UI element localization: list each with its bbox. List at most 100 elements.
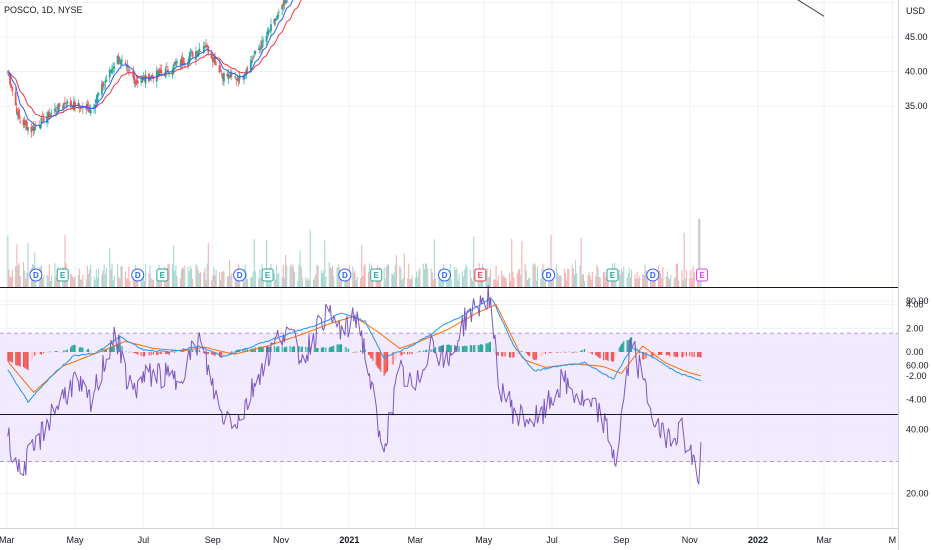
volume-bar [206, 263, 208, 287]
dividend-marker[interactable] [29, 268, 43, 282]
candle-body [18, 109, 20, 120]
volume-bar [213, 267, 215, 287]
candle-body [57, 103, 60, 111]
candle-body [109, 71, 112, 72]
candle-body [24, 120, 27, 125]
candle-body [77, 102, 80, 106]
candle-body [121, 60, 123, 62]
macd-histogram-bar [299, 347, 301, 352]
volume-bar [203, 272, 205, 287]
macd-histogram-bar [377, 352, 380, 369]
price-axis[interactable]: 35.0040.0045.0095.0060.584.002.000.00-2.… [899, 0, 932, 550]
dividend-marker[interactable] [646, 268, 660, 282]
volume-bar [661, 278, 663, 287]
macd-histogram-bar [56, 351, 58, 352]
macd-histogram-bar [166, 352, 168, 355]
volume-bar [174, 270, 176, 287]
volume-bar [230, 276, 232, 287]
earnings-marker[interactable] [261, 268, 274, 282]
macd-histogram-bar [555, 352, 558, 353]
macd-histogram-bar [504, 352, 506, 357]
macd-histogram-bar [356, 352, 358, 353]
volume-bar [51, 275, 53, 287]
time-tick-label: Sep [205, 535, 221, 545]
macd-histogram-bar [7, 352, 9, 362]
volume-bar [534, 264, 536, 287]
macd-histogram-bar [46, 352, 48, 354]
volume-bar [214, 275, 216, 287]
dividend-marker[interactable] [338, 268, 352, 282]
time-axis[interactable]: Mar May Jul Sep Nov 2021 Mar May Jul Sep Nov 2022 Ma… [0, 535, 896, 545]
volume-bar [187, 266, 189, 287]
earnings-marker[interactable] [370, 268, 383, 282]
macd-histogram-bar [345, 346, 347, 352]
dividend-marker[interactable] [542, 268, 556, 282]
currency-label[interactable]: USD [906, 6, 926, 16]
dividend-marker[interactable] [233, 268, 247, 282]
volume-bar [204, 267, 206, 287]
macd-histogram-bar [355, 351, 357, 353]
volume-bar [678, 280, 680, 287]
macd-histogram-bar [692, 352, 694, 357]
macd-histogram-bar [489, 341, 492, 352]
earnings-marker[interactable] [156, 268, 169, 282]
volume-bar [589, 275, 591, 287]
candle-body [183, 63, 186, 64]
volume-bar [267, 278, 269, 287]
macd-histogram-bar [333, 345, 335, 352]
candle-body [143, 78, 146, 81]
earnings-marker[interactable] [474, 268, 487, 282]
macd-histogram-bar [346, 348, 348, 352]
dividend-marker-label: D [442, 271, 448, 280]
candle-body [159, 68, 162, 73]
symbol-title[interactable]: POSCO, 1D, NYSE [4, 5, 83, 15]
macd-histogram-bar [399, 352, 401, 356]
dividend-marker[interactable] [131, 268, 145, 282]
volume-bar [27, 243, 29, 287]
macd-histogram-bar [43, 352, 45, 354]
volume-bar [17, 265, 19, 287]
macd-histogram-bar [524, 351, 526, 352]
volume-bar [352, 266, 354, 287]
volume-bar [411, 275, 413, 287]
earnings-marker[interactable] [56, 268, 69, 282]
volume-bar [693, 272, 695, 287]
candle-body [34, 125, 37, 127]
earnings-marker[interactable] [606, 268, 619, 282]
volume-bar [535, 280, 537, 287]
volume-bar [98, 268, 100, 287]
volume-bar [9, 276, 11, 287]
volume-bar [563, 268, 565, 287]
macd-histogram-bar [525, 352, 527, 353]
volume-bar [512, 271, 514, 287]
volume-bar [281, 276, 283, 287]
macd-histogram-bar [197, 350, 199, 352]
volume-bar [532, 264, 534, 287]
dividend-marker[interactable] [438, 268, 452, 282]
volume-bar [117, 264, 119, 287]
volume-bar [662, 266, 664, 287]
rsi-tick-label: 20.00 [906, 489, 929, 499]
candle-body [220, 72, 223, 74]
candle-body [244, 72, 247, 75]
macd-histogram-bar [324, 347, 326, 352]
macd-histogram-bar [622, 342, 624, 352]
macd-histogram-bar [360, 350, 362, 352]
macd-histogram-bar [493, 348, 495, 352]
candle-body [202, 46, 205, 54]
candle-body [284, 0, 287, 2]
volume-bar [199, 272, 202, 287]
macd-histogram-bar [659, 352, 661, 356]
volume-bar [666, 271, 668, 287]
earnings-marker[interactable] [696, 268, 709, 282]
macd-histogram-bar [667, 352, 670, 355]
macd-histogram-bar [613, 352, 615, 362]
macd-histogram-bar [629, 337, 631, 352]
macd-histogram-bar [54, 351, 56, 352]
volume-bar [486, 267, 488, 287]
volume-bar [550, 235, 552, 287]
volume-bar [82, 275, 84, 287]
macd-histogram-bar [150, 352, 152, 356]
volume-bar [85, 279, 87, 287]
